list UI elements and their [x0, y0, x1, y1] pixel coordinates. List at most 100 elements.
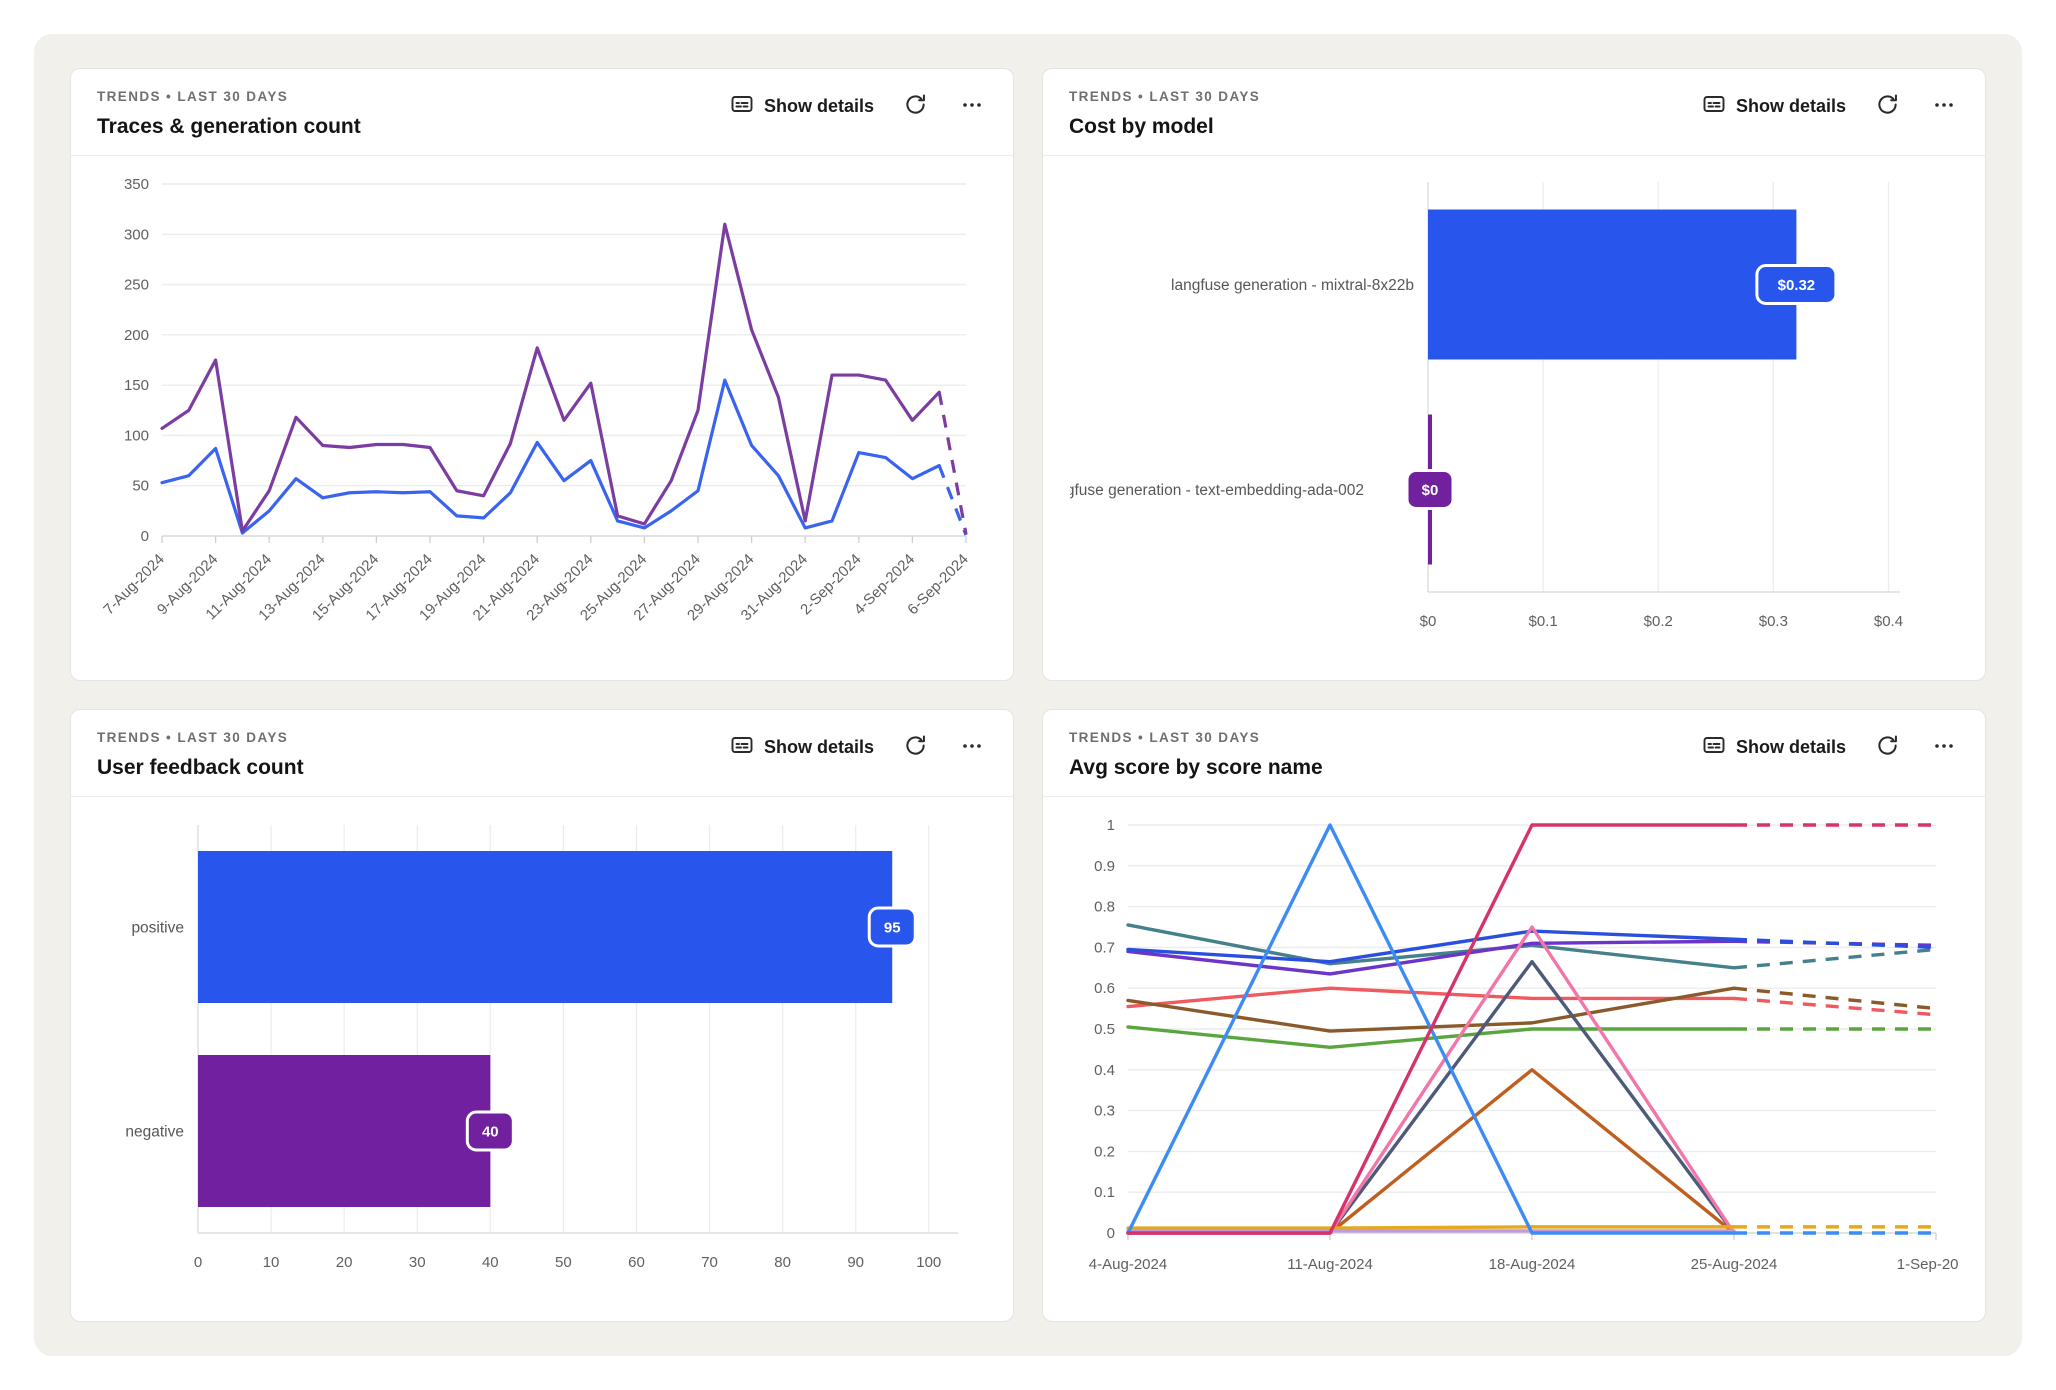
show-details-label: Show details	[1735, 736, 1846, 757]
svg-text:40: 40	[482, 1254, 499, 1271]
svg-text:70: 70	[701, 1254, 718, 1271]
svg-text:$0.4: $0.4	[1874, 613, 1903, 630]
svg-text:$0.2: $0.2	[1644, 613, 1673, 630]
show-details-button[interactable]: Show details	[730, 92, 874, 121]
svg-text:positive: positive	[131, 920, 184, 937]
svg-text:$0: $0	[1420, 613, 1437, 630]
refresh-button[interactable]	[1874, 91, 1901, 121]
refresh-icon	[1876, 734, 1899, 760]
refresh-button[interactable]	[1874, 732, 1901, 762]
svg-text:30: 30	[409, 1254, 426, 1271]
svg-text:60: 60	[628, 1254, 645, 1271]
svg-text:300: 300	[124, 226, 149, 243]
ellipsis-icon	[1931, 734, 1957, 760]
refresh-button[interactable]	[902, 732, 929, 762]
show-details-button[interactable]: Show details	[1702, 733, 1846, 762]
chart-area: 0 0.1 0.2 0.3 0.4 0.5 0.6 0.7 0.8 0.9 1 4-Aug-2024 1…	[1069, 803, 1959, 1313]
card-title: Cost by model	[1069, 115, 1214, 138]
svg-text:$0.32: $0.32	[1778, 277, 1816, 294]
header-divider	[71, 155, 1013, 156]
card-eyebrow: TRENDS • LAST 30 DAYS	[97, 89, 289, 104]
svg-text:0.8: 0.8	[1094, 899, 1115, 916]
card-controls: Show details	[730, 732, 987, 762]
card-controls: Show details	[1702, 732, 1959, 762]
avg-score-chart: 0 0.1 0.2 0.3 0.4 0.5 0.6 0.7 0.8 0.9 1 4-Aug-2024 1…	[1089, 817, 1958, 1273]
captions-icon	[1702, 92, 1726, 121]
refresh-icon	[904, 734, 927, 760]
svg-text:18-Aug-2024: 18-Aug-2024	[1489, 1256, 1576, 1273]
card-heading: TRENDS • LAST 30 DAYS Cost by model	[1069, 89, 1260, 139]
card-traces-generation: TRENDS • LAST 30 DAYS Traces & generatio…	[70, 68, 1014, 681]
svg-text:0: 0	[194, 1254, 202, 1271]
svg-text:0.7: 0.7	[1094, 939, 1115, 956]
card-controls: Show details	[730, 91, 987, 121]
refresh-icon	[904, 93, 927, 119]
card-header: TRENDS • LAST 30 DAYS User feedback coun…	[97, 730, 987, 780]
more-menu-button[interactable]	[1929, 91, 1959, 121]
svg-text:40: 40	[482, 1124, 499, 1141]
card-heading: TRENDS • LAST 30 DAYS Traces & generatio…	[97, 89, 361, 139]
svg-text:$0: $0	[1422, 482, 1439, 499]
svg-text:0.2: 0.2	[1094, 1143, 1115, 1160]
card-user-feedback: TRENDS • LAST 30 DAYS User feedback coun…	[70, 709, 1014, 1322]
card-avg-score: TRENDS • LAST 30 DAYS Avg score by score…	[1042, 709, 1986, 1322]
svg-text:$0.1: $0.1	[1529, 613, 1558, 630]
show-details-label: Show details	[763, 95, 874, 116]
card-header: TRENDS • LAST 30 DAYS Avg score by score…	[1069, 730, 1959, 780]
card-title: User feedback count	[97, 756, 304, 779]
card-eyebrow: TRENDS • LAST 30 DAYS	[1069, 730, 1261, 745]
more-menu-button[interactable]	[957, 91, 987, 121]
chart-area: 0 50 100 150 200 250 300 350 7-Aug-2024 9-Aug-202…	[97, 162, 987, 672]
svg-text:350: 350	[124, 176, 149, 193]
show-details-button[interactable]: Show details	[730, 733, 874, 762]
card-title: Traces & generation count	[97, 115, 361, 138]
more-menu-button[interactable]	[957, 732, 987, 762]
svg-text:4-Aug-2024: 4-Aug-2024	[1089, 1256, 1167, 1273]
svg-text:50: 50	[555, 1254, 572, 1271]
svg-text:20: 20	[336, 1254, 353, 1271]
svg-text:0.6: 0.6	[1094, 980, 1115, 997]
svg-text:150: 150	[124, 377, 149, 394]
cost-by-model-chart: $0 $0.1 $0.2 $0.3 $0.4 langfuse generation - …	[1070, 182, 1903, 630]
ellipsis-icon	[1931, 93, 1957, 119]
captions-icon	[730, 92, 754, 121]
svg-text:10: 10	[263, 1254, 280, 1271]
chart-area: $0 $0.1 $0.2 $0.3 $0.4 langfuse generation - …	[1069, 162, 1959, 672]
card-eyebrow: TRENDS • LAST 30 DAYS	[97, 730, 289, 745]
card-header: TRENDS • LAST 30 DAYS Traces & generatio…	[97, 89, 987, 139]
refresh-icon	[1876, 93, 1899, 119]
card-heading: TRENDS • LAST 30 DAYS User feedback coun…	[97, 730, 304, 780]
header-divider	[1043, 796, 1985, 797]
svg-text:250: 250	[124, 277, 149, 294]
svg-text:50: 50	[132, 478, 149, 495]
ellipsis-icon	[959, 93, 985, 119]
header-divider	[71, 796, 1013, 797]
card-title: Avg score by score name	[1069, 756, 1323, 779]
svg-text:80: 80	[774, 1254, 791, 1271]
svg-text:25-Aug-2024: 25-Aug-2024	[1691, 1256, 1778, 1273]
svg-text:negative: negative	[125, 1124, 184, 1141]
svg-text:$0.3: $0.3	[1759, 613, 1788, 630]
svg-text:0.4: 0.4	[1094, 1062, 1115, 1079]
card-eyebrow: TRENDS • LAST 30 DAYS	[1069, 89, 1261, 104]
card-controls: Show details	[1702, 91, 1959, 121]
svg-text:0.3: 0.3	[1094, 1103, 1115, 1120]
card-header: TRENDS • LAST 30 DAYS Cost by model Show…	[1069, 89, 1959, 139]
svg-text:0.5: 0.5	[1094, 1021, 1115, 1038]
svg-text:0: 0	[141, 528, 149, 545]
chart-area: 0 10 20 30 40 50 60 70 80 90 100 positive 95 negative…	[97, 803, 987, 1313]
svg-text:11-Aug-2024: 11-Aug-2024	[1287, 1256, 1373, 1273]
more-menu-button[interactable]	[1929, 732, 1959, 762]
user-feedback-chart: 0 10 20 30 40 50 60 70 80 90 100 positive 95 negative…	[125, 825, 958, 1271]
svg-text:200: 200	[124, 327, 149, 344]
card-cost-by-model: TRENDS • LAST 30 DAYS Cost by model Show…	[1042, 68, 1986, 681]
refresh-button[interactable]	[902, 91, 929, 121]
svg-text:0.9: 0.9	[1094, 858, 1115, 875]
show-details-button[interactable]: Show details	[1702, 92, 1846, 121]
captions-icon	[730, 733, 754, 762]
svg-text:90: 90	[847, 1254, 864, 1271]
svg-text:0: 0	[1107, 1225, 1115, 1242]
header-divider	[1043, 155, 1985, 156]
ellipsis-icon	[959, 734, 985, 760]
